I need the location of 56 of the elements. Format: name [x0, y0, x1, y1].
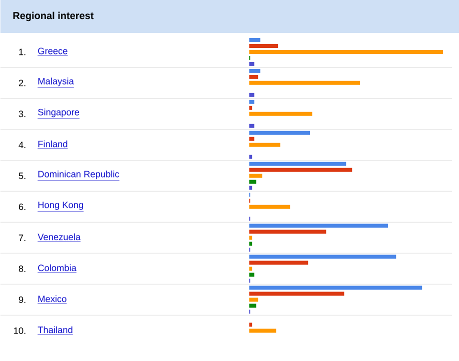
bar — [249, 93, 254, 98]
bar — [249, 137, 254, 142]
bar — [249, 38, 260, 42]
bar — [249, 230, 326, 234]
y-tick-label: Dominican Republic — [38, 170, 120, 180]
bar — [249, 106, 252, 110]
bar — [249, 69, 260, 74]
bar — [249, 186, 252, 190]
y-tick-label: Greece — [38, 48, 68, 54]
bar — [249, 143, 280, 148]
bar — [249, 124, 254, 128]
text: Regional interest — [13, 12, 94, 22]
bar — [249, 236, 252, 240]
y-tick-label: Malaysia — [38, 78, 74, 86]
y-tick-label: Mexico — [38, 296, 66, 302]
bar — [249, 131, 310, 136]
bar — [249, 75, 258, 80]
y-tick-label: Colombia — [38, 264, 76, 272]
bar — [249, 266, 252, 271]
text: 6. — [18, 204, 26, 210]
bar — [249, 100, 254, 104]
bar — [249, 304, 256, 308]
bar — [249, 62, 254, 66]
text: 8. — [18, 266, 26, 272]
bar — [249, 155, 252, 160]
text: 5. — [18, 172, 26, 180]
bar — [249, 50, 444, 54]
bar — [249, 298, 258, 302]
bar — [249, 286, 422, 290]
bar — [249, 328, 276, 333]
bar — [249, 242, 252, 246]
bar — [249, 81, 360, 86]
y-tick-label: Hong Kong — [38, 202, 84, 210]
bar — [249, 224, 388, 228]
y-tick-label: Thailand — [38, 326, 72, 334]
text: 1. — [19, 48, 26, 56]
text: 10. — [14, 328, 26, 334]
y-tick-label: Singapore — [38, 108, 80, 118]
text: 7. — [18, 234, 26, 242]
bar — [249, 254, 396, 259]
text: 2. — [18, 80, 26, 86]
bar — [249, 174, 262, 178]
text: 9. — [18, 296, 26, 304]
bar — [249, 204, 290, 209]
bar — [249, 112, 312, 116]
y-tick-label: Venezuela — [38, 234, 81, 240]
bar — [249, 260, 308, 265]
bar — [249, 162, 346, 166]
y-tick-label: Finland — [38, 140, 68, 148]
bar — [249, 322, 252, 327]
bar — [249, 168, 352, 172]
text: 4. — [18, 142, 26, 148]
bar — [249, 272, 254, 277]
bar — [249, 44, 278, 48]
text: 3. — [18, 110, 26, 118]
bar — [249, 180, 256, 184]
